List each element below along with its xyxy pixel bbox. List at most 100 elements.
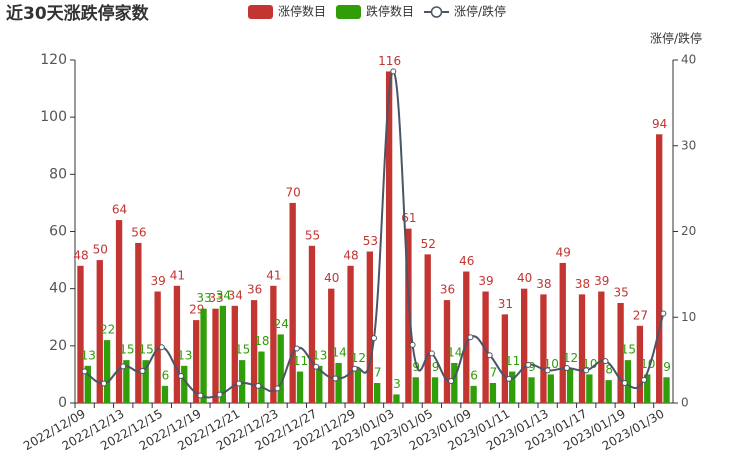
bar <box>238 360 246 403</box>
bar <box>328 288 335 403</box>
bar <box>193 320 200 403</box>
bar <box>308 245 316 403</box>
data-label: 22 <box>100 323 115 337</box>
line-point <box>139 368 146 375</box>
bar <box>316 365 323 403</box>
line <box>84 70 665 399</box>
bar <box>173 285 181 403</box>
y-tick-label: 40 <box>49 281 67 297</box>
bar <box>154 291 161 403</box>
data-label: 48 <box>343 248 358 262</box>
data-label: 13 <box>312 348 327 362</box>
data-label: 48 <box>73 248 88 262</box>
data-label: 6 <box>470 368 478 382</box>
bar <box>181 365 188 403</box>
bar <box>405 228 412 403</box>
bar <box>586 374 593 403</box>
data-label: 15 <box>235 343 250 357</box>
data-label: 38 <box>536 277 551 291</box>
data-label: 14 <box>447 345 462 359</box>
bar <box>374 382 381 403</box>
data-label: 64 <box>112 203 127 217</box>
line-point <box>313 363 320 370</box>
line-point <box>274 385 281 392</box>
y2-tick-label: 40 <box>681 53 696 67</box>
y-tick-label: 100 <box>40 109 67 125</box>
data-label: 15 <box>119 343 134 357</box>
y2-tick-label: 0 <box>681 396 689 410</box>
data-label: 33 <box>196 291 211 305</box>
data-label: 9 <box>663 360 671 374</box>
data-label: 36 <box>440 283 455 297</box>
line-point <box>544 367 551 374</box>
bar <box>617 302 624 403</box>
bar <box>161 385 169 403</box>
data-label: 34 <box>216 288 231 302</box>
data-label: 10 <box>544 357 559 371</box>
data-label: 14 <box>331 345 346 359</box>
legend-swatch <box>430 6 443 18</box>
bar <box>250 300 258 403</box>
bar <box>540 294 547 403</box>
bar <box>200 308 207 403</box>
bar <box>219 305 227 403</box>
bar <box>366 251 373 403</box>
line-point <box>158 344 165 351</box>
line-point <box>216 391 223 398</box>
line-point <box>583 367 590 374</box>
line-point <box>120 363 127 370</box>
bar <box>123 360 130 403</box>
y2-tick-label: 10 <box>681 310 696 324</box>
bar <box>103 340 111 403</box>
chart-title: 近30天涨跌停家数 <box>6 3 150 24</box>
line-point <box>641 376 648 383</box>
y2-axis-label: 涨停/跌停 <box>650 31 702 46</box>
line-point <box>621 380 628 387</box>
line-point <box>486 352 493 359</box>
bar <box>296 371 304 403</box>
bar <box>431 377 439 403</box>
legend-swatch <box>336 5 361 19</box>
line-point <box>197 392 204 399</box>
bar <box>84 365 91 403</box>
data-label: 3 <box>393 377 401 391</box>
data-label: 11 <box>293 354 308 368</box>
data-label: 49 <box>556 245 571 259</box>
data-label: 33 <box>208 291 223 305</box>
bar <box>412 377 419 403</box>
bar <box>605 380 612 403</box>
bar <box>509 371 516 403</box>
line-point <box>525 361 532 368</box>
data-label: 41 <box>266 268 281 282</box>
line-point <box>81 368 88 375</box>
y-tick-label: 20 <box>49 338 67 354</box>
data-label: 46 <box>459 254 474 268</box>
bar <box>528 377 535 403</box>
bar <box>258 351 265 403</box>
line-point <box>255 382 262 389</box>
y-tick-label: 0 <box>58 395 67 411</box>
data-label: 36 <box>247 283 262 297</box>
data-label: 11 <box>505 354 520 368</box>
data-label: 70 <box>286 185 301 199</box>
line-point <box>235 380 242 387</box>
line-point <box>178 372 185 379</box>
data-label: 40 <box>324 271 339 285</box>
legend-swatch <box>248 5 273 19</box>
data-label: 31 <box>498 297 513 311</box>
data-label: 13 <box>81 348 96 362</box>
y-tick-label: 120 <box>40 52 67 68</box>
legend-label: 涨停/跌停 <box>454 4 506 19</box>
bar <box>385 71 393 403</box>
line-point <box>660 310 667 317</box>
line-point <box>506 375 513 382</box>
y2-tick-label: 20 <box>681 224 696 238</box>
line-point <box>351 365 358 372</box>
data-label: 50 <box>93 243 108 257</box>
bar <box>115 220 123 403</box>
data-label: 39 <box>151 274 166 288</box>
data-label: 40 <box>517 271 532 285</box>
line-point <box>371 335 377 342</box>
data-label: 35 <box>613 285 628 299</box>
